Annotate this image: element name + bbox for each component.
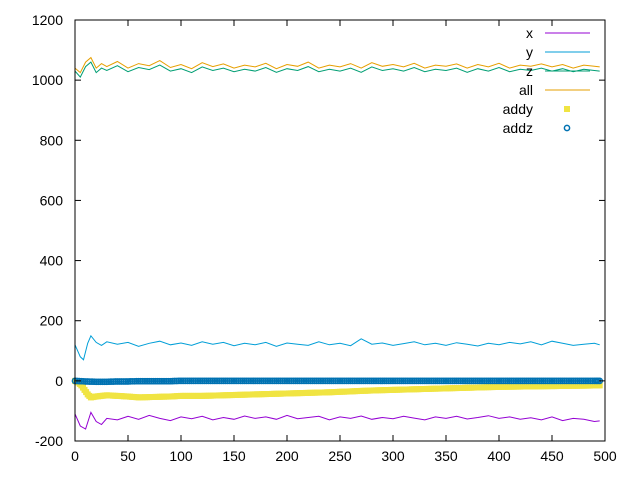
series-point-addz — [478, 377, 486, 385]
series-point-addz — [372, 377, 380, 385]
series-point-addz — [203, 377, 210, 385]
series-point-addz — [425, 377, 433, 385]
legend-swatch-addy — [564, 106, 570, 112]
series-point-addz — [574, 377, 581, 385]
series-point-addz — [563, 377, 571, 385]
legend-label-z: z — [526, 63, 533, 79]
series-point-addz — [499, 377, 507, 385]
series-point-addz — [383, 377, 390, 385]
series-point-addz — [319, 377, 327, 385]
series-point-addz — [97, 378, 104, 386]
x-tick-label: 0 — [71, 448, 79, 464]
series-point-addz — [118, 378, 125, 385]
series-point-addz — [128, 377, 136, 385]
legend-label-all: all — [519, 82, 533, 98]
legend-label-addy: addy — [503, 101, 533, 117]
series-line-z — [74, 61, 600, 78]
series-point-addz — [309, 377, 316, 385]
y-tick-label: 200 — [40, 313, 64, 329]
series-point-addz — [521, 377, 528, 385]
series-point-addz — [224, 377, 231, 385]
series-point-addz — [404, 377, 412, 385]
series-point-addz — [468, 377, 475, 385]
x-tick-label: 100 — [169, 448, 193, 464]
legend-swatch-addz — [563, 124, 571, 132]
series-point-addz — [234, 377, 242, 385]
series-point-addz — [510, 377, 518, 385]
series-line-x — [74, 411, 600, 430]
series-line-all — [74, 56, 600, 74]
axes-layer: 0 50 100 150 200 250 300 350 400 450 500 -200 0 200 40… — [32, 12, 617, 464]
x-tick-label: 50 — [120, 448, 136, 464]
legend-label-x: x — [526, 25, 533, 41]
series-point-addz — [542, 377, 549, 385]
series-point-addz — [330, 377, 337, 385]
series-point-addz — [213, 377, 221, 385]
y-tick-label: 1200 — [32, 12, 63, 28]
x-tick-label: 300 — [381, 448, 405, 464]
y-tick-label: 0 — [55, 373, 63, 389]
series-point-addz — [266, 377, 274, 385]
legend-label-y: y — [526, 44, 533, 60]
legend-label-addz: addz — [503, 120, 533, 136]
series-point-addz — [150, 377, 157, 385]
x-tick-label: 500 — [593, 448, 617, 464]
series-point-addz — [192, 377, 200, 385]
x-tick-label: 400 — [487, 448, 511, 464]
series-point-addz — [362, 377, 369, 385]
series-point-addz — [181, 377, 189, 385]
series-point-addz — [171, 377, 178, 385]
legend: xyz all addy addz — [503, 25, 590, 136]
x-tick-label: 450 — [540, 448, 564, 464]
series-point-addz — [415, 377, 422, 385]
series-point-addz — [340, 377, 348, 385]
y-tick-label: -200 — [35, 433, 63, 449]
y-tick-label: 1000 — [32, 72, 63, 88]
series-point-addz — [86, 378, 94, 385]
series-point-addz — [393, 377, 401, 385]
series-point-addz — [256, 377, 263, 385]
series-point-addz — [107, 378, 115, 385]
series-point-addz — [531, 377, 539, 385]
series-point-addz — [446, 377, 454, 385]
series-point-addz — [245, 377, 253, 385]
y-tick-label: 800 — [40, 132, 64, 148]
series-point-addz — [489, 377, 496, 385]
y-tick-label: 400 — [40, 253, 64, 269]
series-layer — [71, 56, 604, 430]
series-point-addz — [584, 377, 592, 385]
series-point-addz — [351, 377, 359, 385]
series-point-addy — [596, 382, 603, 389]
x-tick-label: 200 — [275, 448, 299, 464]
series-point-addz — [298, 377, 306, 385]
series-point-addz — [160, 377, 168, 385]
series-line-y — [74, 334, 600, 361]
series-point-addz — [287, 377, 295, 385]
x-tick-label: 350 — [434, 448, 458, 464]
x-tick-label: 250 — [328, 448, 352, 464]
series-point-addz — [277, 377, 284, 385]
series-point-addz — [552, 377, 560, 385]
series-point-addz — [457, 377, 465, 385]
series-point-addz — [436, 377, 443, 385]
series-point-addz — [139, 377, 147, 385]
y-tick-label: 600 — [40, 192, 64, 208]
x-tick-label: 150 — [222, 448, 246, 464]
